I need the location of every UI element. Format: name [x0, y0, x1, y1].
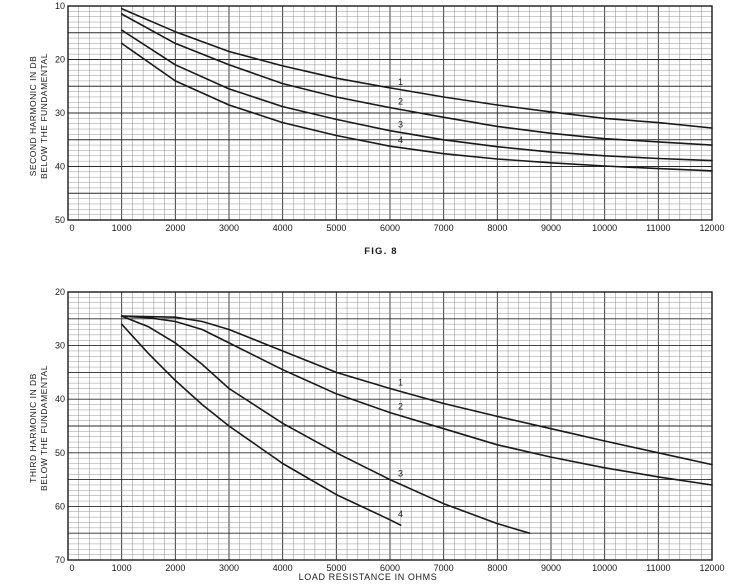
- y-tick-label: 60: [55, 501, 65, 511]
- x-tick-label: 6000: [380, 223, 400, 233]
- top-y-tick-labels: 10 20 30 40 50: [55, 1, 65, 225]
- x-tick-label: 12000: [699, 223, 724, 233]
- top-y-axis-label-line2: BELOW THE FUNDAMENTAL: [39, 53, 49, 179]
- bottom-y-axis-label-line2: BELOW THE FUNDAMENTAL: [39, 365, 49, 491]
- y-tick-label: 30: [55, 341, 65, 351]
- top-curve-labels: 1 2 3 4: [398, 77, 403, 145]
- x-tick-label: 2000: [165, 563, 185, 573]
- x-tick-label: 8000: [487, 223, 507, 233]
- x-tick-label: 12000: [699, 563, 724, 573]
- series-line-4: [120, 42, 713, 172]
- y-tick-label: 40: [55, 394, 65, 404]
- series-line-1: [120, 315, 713, 466]
- bottom-x-axis-label: LOAD RESISTANCE IN OHMS: [299, 572, 438, 582]
- series-line-3: [120, 29, 713, 162]
- x-tick-label: 7000: [434, 223, 454, 233]
- series-line-3: [120, 315, 531, 535]
- x-tick-label: 10000: [592, 563, 617, 573]
- x-tick-label: 8000: [487, 563, 507, 573]
- x-tick-label: 5000: [326, 563, 346, 573]
- x-tick-label: 3000: [219, 563, 239, 573]
- x-tick-label: 4000: [273, 223, 293, 233]
- x-tick-label: 10000: [592, 223, 617, 233]
- curve-label-4: 4: [398, 135, 403, 145]
- top-x-tick-labels: 0 1000 2000 3000 4000 5000 6000 7000 8000 9000 100…: [69, 223, 724, 233]
- plot-frame: [67, 5, 713, 221]
- bottom-grid: [67, 291, 713, 561]
- y-tick-label: 20: [55, 287, 65, 297]
- x-tick-label: 1000: [112, 563, 132, 573]
- curve-label-4: 4: [398, 509, 403, 519]
- curve-label-2: 2: [398, 97, 403, 107]
- third-harmonic-chart: 0 1000 2000 3000 4000 5000 6000 7000 8000 9000 100…: [28, 287, 725, 582]
- x-tick-label: 9000: [541, 563, 561, 573]
- curve-label-3: 3: [398, 120, 403, 130]
- series-line-1: [120, 7, 713, 129]
- x-tick-label: 9000: [541, 223, 561, 233]
- y-tick-label: 50: [55, 448, 65, 458]
- curve-label-2: 2: [398, 402, 403, 412]
- bottom-curve-labels: 1 2 3 4: [398, 377, 403, 518]
- bottom-x-tick-labels: 0 1000 2000 3000 4000 5000 6000 7000 8000 9000 100…: [69, 563, 724, 573]
- x-tick-label: 0: [69, 223, 74, 233]
- y-tick-label: 40: [55, 162, 65, 172]
- x-tick-label: 3000: [219, 223, 239, 233]
- x-tick-label: 6000: [380, 563, 400, 573]
- bottom-y-axis-label-line1: THIRD HARMONIC IN DB: [28, 373, 38, 483]
- curve-label-1: 1: [398, 377, 403, 387]
- y-tick-label: 30: [55, 108, 65, 118]
- figure-caption: FIG. 8: [364, 246, 398, 257]
- x-tick-label: 0: [69, 563, 74, 573]
- y-tick-label: 70: [55, 555, 65, 565]
- curve-label-3: 3: [398, 469, 403, 479]
- bottom-y-tick-labels: 20 30 40 50 60 70: [55, 287, 65, 565]
- series-line-2: [120, 13, 713, 146]
- y-tick-label: 20: [55, 55, 65, 65]
- bottom-series-group: [120, 315, 713, 535]
- second-harmonic-chart: 0 1000 2000 3000 4000 5000 6000 7000 8000 9000 100…: [28, 1, 725, 233]
- x-tick-label: 4000: [273, 563, 293, 573]
- y-tick-label: 50: [55, 215, 65, 225]
- y-tick-label: 10: [55, 1, 65, 11]
- series-line-2: [120, 315, 713, 486]
- x-tick-label: 11000: [646, 563, 670, 573]
- x-tick-label: 2000: [165, 223, 185, 233]
- top-series-group: [120, 7, 713, 172]
- curve-label-1: 1: [398, 77, 403, 87]
- top-y-axis-label-line1: SECOND HARMONIC IN DB: [28, 56, 38, 177]
- x-tick-label: 1000: [112, 223, 132, 233]
- x-tick-label: 7000: [434, 563, 454, 573]
- top-grid: [67, 5, 713, 221]
- x-tick-label: 11000: [646, 223, 670, 233]
- series-line-4: [120, 323, 402, 527]
- x-tick-label: 5000: [326, 223, 346, 233]
- plot-frame: [67, 291, 713, 561]
